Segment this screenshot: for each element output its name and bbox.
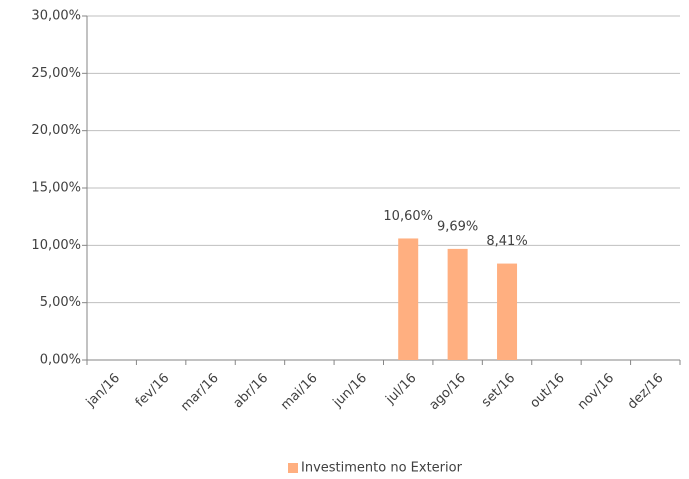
y-tick-label: 15,00%: [31, 181, 81, 196]
x-tick-label: dez/16: [625, 371, 667, 413]
legend-label: Investimento no Exterior: [301, 461, 463, 476]
x-tick-label: out/16: [527, 371, 567, 411]
x-tick-label: ago/16: [426, 371, 468, 413]
x-tick-label: fev/16: [133, 371, 173, 411]
data-label: 9,69%: [437, 219, 478, 234]
bar: [447, 248, 468, 360]
y-tick-label: 10,00%: [31, 238, 81, 253]
x-tick-label: jun/16: [330, 371, 370, 411]
x-tick-label: jan/16: [83, 371, 123, 411]
data-label: 8,41%: [486, 234, 527, 249]
legend-swatch: [288, 463, 298, 473]
y-tick-label: 20,00%: [31, 123, 81, 138]
y-tick-label: 25,00%: [31, 66, 81, 81]
x-tick-label: nov/16: [575, 371, 617, 413]
data-label: 10,60%: [383, 209, 433, 224]
x-tick-label: mai/16: [278, 371, 321, 414]
x-tick-label: abr/16: [231, 371, 272, 412]
bar: [497, 263, 518, 360]
x-tick-label: jul/16: [382, 371, 419, 408]
y-tick-label: 5,00%: [40, 295, 81, 310]
bar: [398, 238, 419, 360]
y-tick-label: 0,00%: [40, 353, 81, 368]
x-tick-label: set/16: [479, 371, 518, 410]
x-tick-label: mar/16: [178, 371, 222, 415]
y-tick-label: 30,00%: [31, 9, 81, 24]
